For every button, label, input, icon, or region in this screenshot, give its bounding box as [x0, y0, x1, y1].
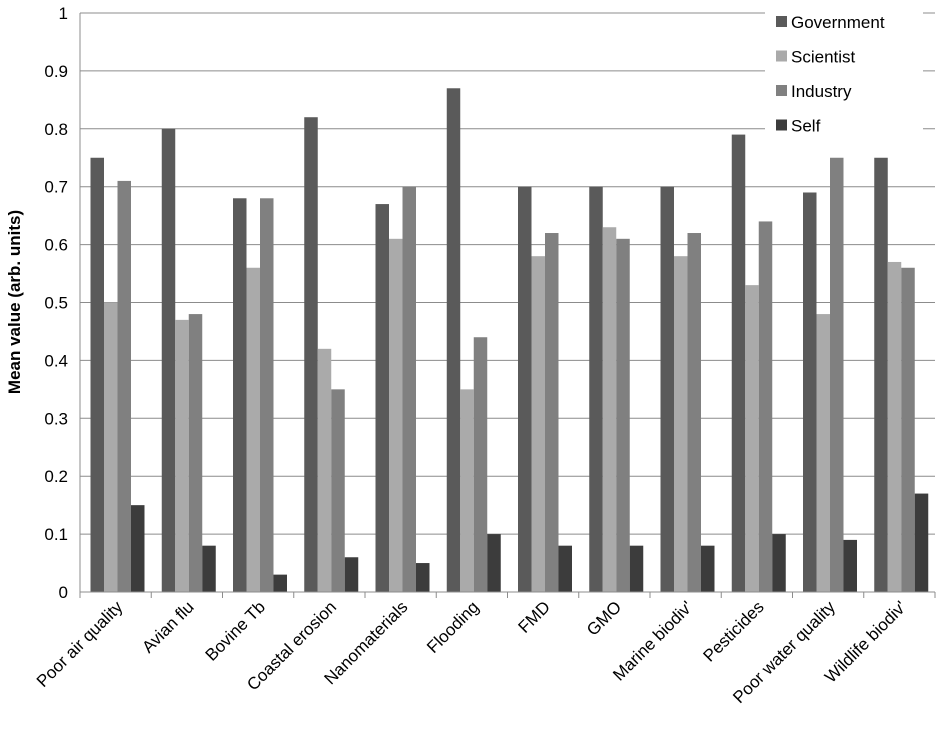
bar-self-3 [273, 574, 287, 592]
bar-government-1 [90, 157, 104, 592]
y-axis-title: Mean value (arb. units) [5, 210, 24, 394]
x-category-label: Poor air quality [33, 597, 127, 691]
bar-self-11 [843, 539, 857, 592]
legend-label-self: Self [791, 117, 821, 136]
bars [90, 88, 929, 593]
bar-industry-3 [260, 198, 274, 592]
x-category-label: FMD [514, 597, 553, 636]
bar-scientist-3 [246, 267, 260, 592]
bar-self-10 [772, 534, 786, 592]
y-tick-label: 1 [59, 4, 68, 23]
bar-scientist-10 [745, 285, 759, 592]
bar-scientist-5 [389, 238, 403, 592]
bar-scientist-2 [175, 319, 189, 592]
bar-industry-8 [616, 238, 630, 592]
bar-industry-11 [830, 157, 844, 592]
y-tick-label: 0.1 [44, 525, 68, 544]
bar-industry-12 [901, 267, 915, 592]
bar-industry-2 [188, 314, 203, 592]
legend-swatch-self [776, 119, 787, 131]
legend-swatch-government [776, 16, 787, 27]
x-category-label: GMO [583, 597, 625, 639]
y-tick-label: 0.2 [44, 467, 68, 486]
legend-label-industry: Industry [791, 82, 852, 101]
legend-label-scientist: Scientist [791, 48, 856, 67]
bar-scientist-8 [602, 227, 617, 593]
bar-self-2 [202, 545, 216, 592]
bar-government-7 [518, 186, 532, 592]
y-tick-label: 0.5 [44, 294, 68, 313]
legend-swatch-scientist [776, 50, 787, 62]
bar-industry-5 [402, 186, 416, 592]
bar-government-6 [446, 88, 461, 593]
y-tick-labels: 0 0.1 0.2 0.3 0.4 0.5 0.6 0.7 0.8 0.9 1 [44, 4, 68, 602]
bar-industry-1 [117, 180, 131, 592]
bar-government-11 [803, 192, 817, 593]
bar-scientist-7 [531, 256, 545, 592]
bar-scientist-6 [460, 389, 474, 592]
y-tick-label: 0.6 [44, 236, 68, 255]
bar-government-9 [660, 186, 674, 592]
x-category-label: Pesticides [699, 597, 767, 665]
y-tick-label: 0 [59, 583, 68, 602]
legend-swatch-industry [776, 85, 787, 96]
legend: Government Scientist Industry Self [765, 6, 923, 138]
bar-industry-4 [331, 389, 345, 592]
bar-government-8 [589, 186, 603, 592]
bar-scientist-11 [816, 314, 830, 592]
x-category-label: Flooding [423, 597, 483, 657]
y-tick-label: 0.7 [44, 178, 68, 197]
bar-self-8 [629, 545, 644, 592]
legend-label-government: Government [791, 13, 885, 32]
bar-self-6 [487, 534, 501, 592]
y-tick-label: 0.8 [44, 120, 68, 139]
bar-self-1 [131, 505, 145, 592]
y-tick-label: 0.3 [44, 409, 68, 428]
x-category-label: Avian flu [138, 597, 197, 656]
bar-self-12 [914, 493, 929, 592]
bar-government-4 [304, 117, 318, 592]
bar-industry-9 [687, 233, 701, 592]
bar-industry-7 [545, 233, 559, 592]
bar-government-5 [375, 204, 389, 592]
bar-scientist-12 [887, 261, 902, 592]
bar-government-2 [161, 128, 176, 593]
legend-background [765, 6, 923, 138]
bar-government-3 [233, 198, 247, 592]
bar-government-12 [874, 157, 888, 592]
bar-self-7 [558, 545, 572, 592]
bar-self-5 [416, 563, 430, 592]
x-category-label: Bovine Tb [202, 597, 269, 664]
y-tick-label: 0.4 [44, 351, 68, 370]
bar-self-4 [344, 557, 359, 592]
bar-industry-10 [758, 221, 773, 592]
bar-government-10 [731, 134, 746, 592]
axes [79, 13, 936, 598]
bar-scientist-4 [317, 348, 332, 592]
bar-industry-6 [473, 337, 488, 592]
bar-self-9 [701, 545, 715, 592]
y-tick-label: 0.9 [44, 62, 68, 81]
x-category-labels: Poor air quality Avian flu Bovine TbCoasta… [33, 597, 910, 707]
bar-scientist-1 [104, 302, 118, 592]
bar-scientist-9 [674, 256, 688, 592]
